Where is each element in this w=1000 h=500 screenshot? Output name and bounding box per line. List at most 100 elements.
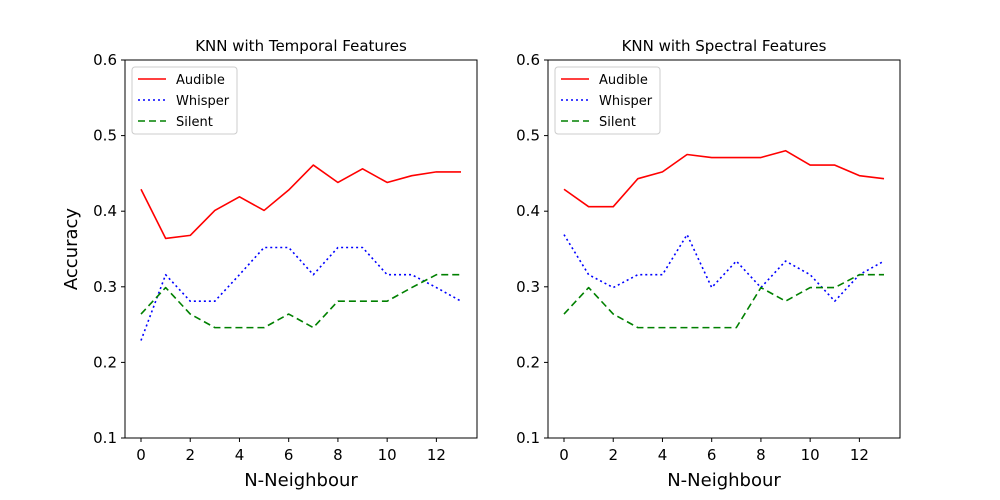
data-point-silent: [834, 287, 836, 289]
data-point-silent: [165, 287, 167, 289]
chart-title: KNN with Temporal Features: [195, 37, 407, 55]
data-point-silent: [312, 327, 314, 329]
legend-label-silent: Silent: [599, 115, 636, 130]
data-point-audible: [214, 209, 216, 211]
data-point-audible: [238, 196, 240, 198]
legend: Audible Whisper Silent: [131, 66, 238, 135]
data-point-silent: [588, 287, 590, 289]
data-point-audible: [834, 164, 836, 166]
data-point-silent: [809, 287, 811, 289]
x-tick-label: 4: [235, 446, 245, 464]
series-line-whisper: [140, 246, 462, 341]
data-point-whisper: [809, 274, 811, 276]
data-point-audible: [460, 171, 462, 173]
data-point-audible: [711, 157, 713, 159]
x-tick-label: 12: [427, 446, 446, 464]
x-tick-label: 12: [850, 446, 869, 464]
y-tick-label: 0.1: [93, 429, 117, 447]
data-point-whisper: [612, 287, 614, 289]
y-tick-label: 0.3: [93, 278, 117, 296]
data-point-whisper: [637, 274, 639, 276]
data-point-whisper: [588, 274, 590, 276]
y-tick-label: 0.2: [93, 353, 117, 371]
legend-label-audible: Audible: [176, 73, 225, 88]
data-point-audible: [435, 171, 437, 173]
data-point-silent: [858, 274, 860, 276]
data-point-audible: [165, 237, 167, 239]
data-point-whisper: [435, 287, 437, 289]
data-point-audible: [362, 168, 364, 170]
data-point-whisper: [337, 246, 339, 248]
data-point-silent: [362, 300, 364, 302]
data-point-audible: [288, 189, 290, 191]
series-line-audible: [563, 149, 885, 208]
data-point-silent: [263, 327, 265, 329]
data-point-whisper: [883, 260, 885, 262]
y-tick-label: 0.1: [516, 429, 540, 447]
data-point-silent: [411, 287, 413, 289]
data-point-whisper: [263, 246, 265, 248]
x-tick-label: 0: [559, 446, 569, 464]
data-point-whisper: [834, 300, 836, 302]
x-tick-label: 8: [333, 446, 343, 464]
series-line-silent: [563, 273, 884, 329]
x-tick-label: 2: [185, 446, 195, 464]
y-axis-label: Accuracy: [61, 208, 82, 291]
y-tick-label: 0.6: [93, 51, 117, 69]
x-axis-label: N-Neighbour: [244, 470, 358, 491]
data-point-whisper: [711, 287, 713, 289]
data-point-audible: [140, 188, 142, 190]
data-point-silent: [189, 313, 191, 315]
data-point-whisper: [288, 246, 290, 248]
data-point-silent: [386, 300, 388, 302]
data-point-audible: [612, 206, 614, 208]
data-point-audible: [760, 157, 762, 159]
data-point-silent: [435, 274, 437, 276]
data-point-silent: [288, 313, 290, 315]
series-line-whisper: [563, 233, 885, 302]
x-tick-label: 6: [284, 446, 294, 464]
data-point-silent: [883, 274, 885, 276]
chart-title: KNN with Spectral Features: [622, 37, 827, 55]
data-point-audible: [809, 164, 811, 166]
data-point-audible: [735, 157, 737, 159]
data-point-audible: [858, 175, 860, 177]
x-tick-label: 10: [801, 446, 820, 464]
data-point-silent: [785, 300, 787, 302]
data-point-silent: [563, 313, 565, 315]
data-point-silent: [460, 274, 462, 276]
y-tick-label: 0.4: [93, 202, 117, 220]
data-point-whisper: [214, 300, 216, 302]
y-tick-label: 0.6: [516, 51, 540, 69]
data-point-audible: [312, 164, 314, 166]
x-tick-label: 6: [707, 446, 717, 464]
x-tick-label: 2: [608, 446, 618, 464]
y-tick-label: 0.5: [516, 127, 540, 145]
data-point-whisper: [312, 274, 314, 276]
legend: Audible Whisper Silent: [554, 66, 661, 135]
data-point-audible: [263, 209, 265, 211]
data-point-audible: [411, 175, 413, 177]
data-point-audible: [661, 171, 663, 173]
data-point-silent: [637, 327, 639, 329]
data-point-whisper: [661, 274, 663, 276]
y-tick-label: 0.4: [516, 202, 540, 220]
data-point-audible: [337, 181, 339, 183]
data-point-audible: [588, 206, 590, 208]
data-point-audible: [563, 188, 565, 190]
legend-label-audible: Audible: [599, 73, 648, 88]
data-point-audible: [883, 178, 885, 180]
data-point-whisper: [165, 274, 167, 276]
data-point-audible: [785, 150, 787, 152]
data-point-silent: [612, 313, 614, 315]
data-point-whisper: [238, 274, 240, 276]
data-point-whisper: [386, 274, 388, 276]
data-point-silent: [711, 327, 713, 329]
data-point-silent: [214, 327, 216, 329]
chart-panel-spectral: 0 2 4 6 8 10 12 0.1 0.2 0.3 0.4 0.5 0.6 KNN with Spec…: [516, 37, 901, 491]
chart-panel-temporal: 0 2 4 6 8 10 12 0.1 0.2 0.3 0.4 0.5 0.6 KNN with Temp…: [61, 37, 478, 491]
data-point-silent: [735, 327, 737, 329]
data-point-whisper: [785, 260, 787, 262]
data-point-whisper: [460, 300, 462, 302]
